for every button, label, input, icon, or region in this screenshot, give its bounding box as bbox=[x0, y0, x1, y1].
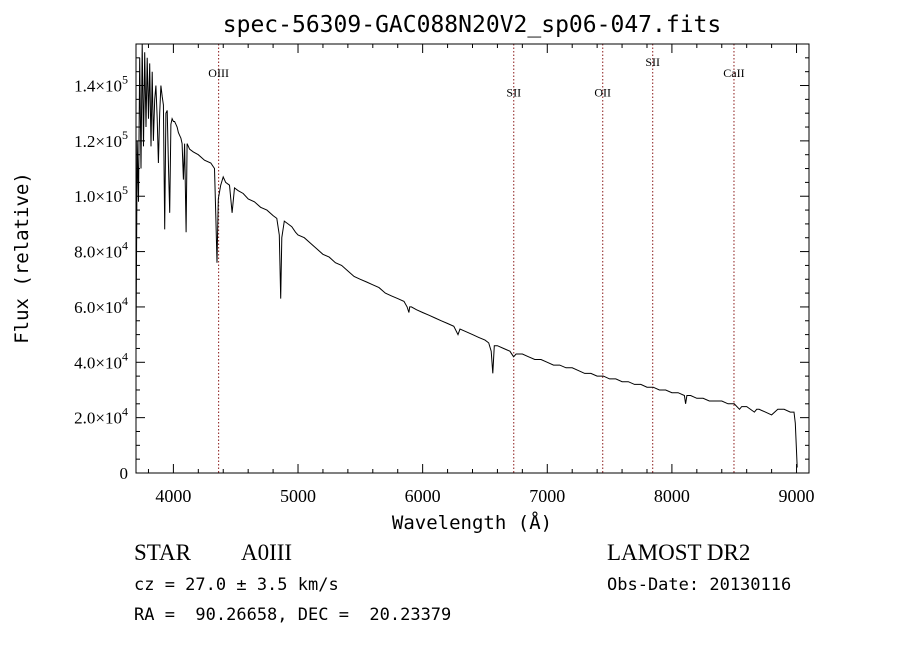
line-marker-label: SII bbox=[506, 86, 521, 100]
line-marker-label: CaII bbox=[723, 66, 744, 80]
x-tick-label: 4000 bbox=[155, 486, 191, 506]
object-class: STAR bbox=[134, 540, 192, 565]
line-marker-label: SII bbox=[645, 55, 660, 69]
x-tick-label: 7000 bbox=[529, 486, 565, 506]
line-marker-label: OII bbox=[594, 86, 611, 100]
chart-title: spec-56309-GAC088N20V2_sp06-047.fits bbox=[223, 12, 722, 38]
redshift-cz: cz = 27.0 ± 3.5 km/s bbox=[134, 575, 339, 595]
x-tick-label: 9000 bbox=[779, 486, 815, 506]
y-tick-label: 8.0×104 bbox=[74, 239, 128, 262]
spectrum-line bbox=[135, 43, 798, 468]
line-marker-label: OIII bbox=[208, 66, 229, 80]
y-tick-label: 6.0×104 bbox=[74, 294, 128, 317]
y-tick-label: 1.2×105 bbox=[74, 128, 128, 151]
y-tick-label: 0 bbox=[120, 464, 129, 483]
x-tick-label: 5000 bbox=[280, 486, 316, 506]
x-axis-label: Wavelength (Å) bbox=[392, 511, 552, 534]
survey-name: LAMOST DR2 bbox=[607, 540, 750, 565]
y-tick-label: 1.4×105 bbox=[74, 73, 128, 96]
y-tick-label: 4.0×104 bbox=[74, 349, 128, 372]
x-tick-label: 6000 bbox=[405, 486, 441, 506]
plot-frame bbox=[135, 43, 810, 474]
coordinates: RA = 90.26658, DEC = 20.23379 bbox=[134, 605, 451, 625]
y-tick-label: 1.0×105 bbox=[74, 183, 128, 206]
x-tick-label: 8000 bbox=[654, 486, 690, 506]
spectral-type: A0III bbox=[241, 540, 292, 565]
y-axis-label: Flux (relative) bbox=[11, 172, 33, 344]
y-tick-label: 2.0×104 bbox=[74, 405, 128, 428]
obs-date: Obs-Date: 20130116 bbox=[607, 575, 791, 595]
